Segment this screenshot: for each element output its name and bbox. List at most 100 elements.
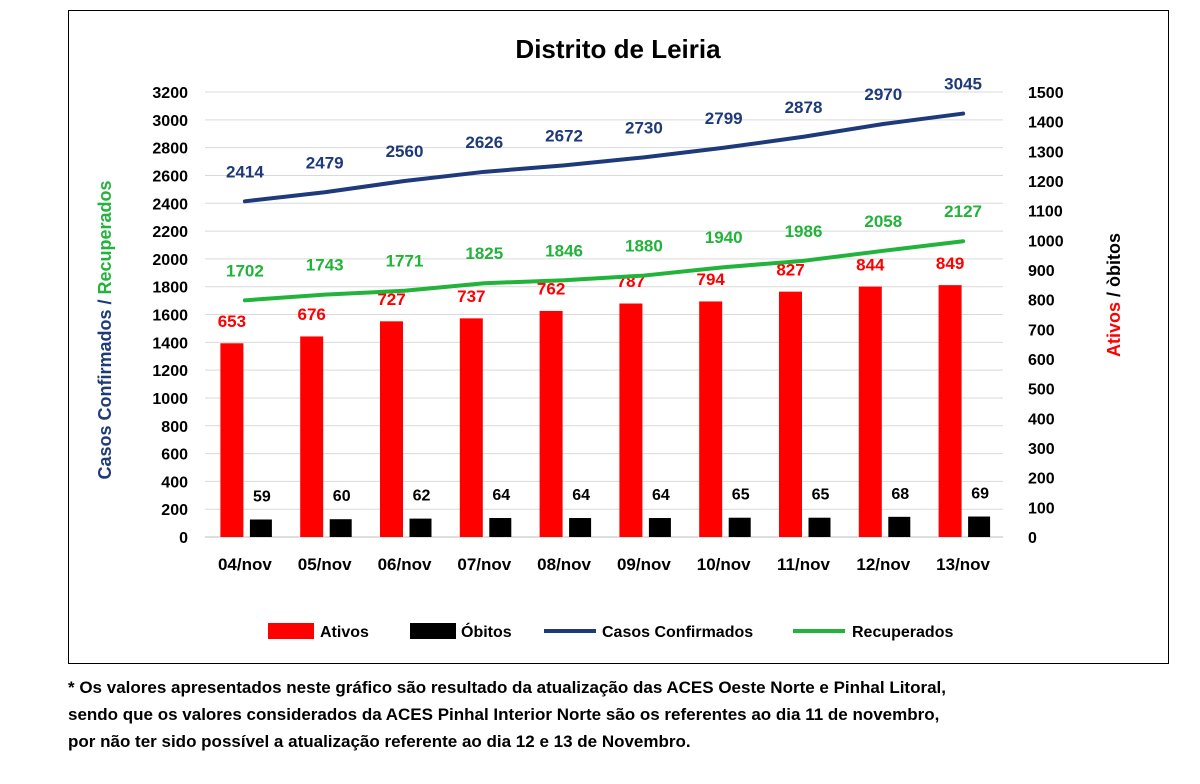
left-axis-tick-label: 2800 [152, 141, 188, 158]
bar-ativos [220, 343, 244, 537]
data-label-obitos: 65 [732, 487, 750, 504]
data-label-casos-confirmados: 2799 [705, 109, 743, 128]
data-label-ativos: 653 [218, 312, 246, 331]
data-label-ativos: 737 [457, 287, 485, 306]
data-label-obitos: 60 [333, 488, 351, 505]
right-axis-tick-label: 900 [1028, 263, 1055, 280]
right-axis-tick-label: 1500 [1028, 85, 1064, 102]
legend-label: Ativos [320, 624, 369, 641]
data-label-casos-confirmados: 2479 [306, 153, 344, 172]
bar-obitos [808, 517, 831, 537]
data-label-casos-confirmados: 2414 [226, 162, 264, 181]
left-axis-tick-label: 1200 [152, 363, 188, 380]
data-label-obitos: 62 [413, 488, 431, 505]
line-recuperados [242, 239, 966, 303]
footnote-line-3: por não ter sido possível a atualização … [68, 732, 691, 751]
data-label-recuperados: 1846 [545, 241, 583, 260]
data-label-recuperados: 1825 [465, 244, 503, 263]
left-axis-tick-label: 2400 [152, 196, 188, 213]
bar-ativos [619, 303, 643, 537]
left-axis-tick-label: 3000 [152, 113, 188, 130]
legend-swatch [410, 623, 456, 639]
left-axis-tick-label: 600 [161, 447, 188, 464]
left-axis-tick-label: 2600 [152, 168, 188, 185]
data-label-casos-confirmados: 2970 [864, 85, 902, 104]
footnote-line-2: sendo que os valores considerados da ACE… [68, 705, 940, 724]
x-tick-label: 09/nov [617, 555, 671, 574]
right-axis-tick-label: 100 [1028, 500, 1055, 517]
bar-ativos [938, 285, 962, 537]
data-label-recuperados: 1986 [785, 222, 823, 241]
bar-ativos [699, 301, 723, 537]
right-axis-tick-label: 1400 [1028, 115, 1064, 132]
right-axis-title-part1: Ativos [1104, 297, 1124, 357]
data-label-obitos: 68 [891, 486, 909, 503]
left-axis-tick-label: 1000 [152, 391, 188, 408]
bar-ativos [380, 321, 403, 537]
left-axis-tick-label: 2000 [152, 252, 188, 269]
right-axis-title: Ativos / òbitos [1104, 233, 1124, 357]
bar-obitos [648, 518, 671, 537]
data-label-obitos: 64 [572, 487, 590, 504]
left-axis-tick-label: 1600 [152, 308, 188, 325]
left-axis-tick-label: 1800 [152, 280, 188, 297]
data-label-obitos: 64 [492, 487, 510, 504]
x-tick-label: 11/nov [777, 555, 830, 574]
line-casos-confirmados [242, 111, 966, 204]
data-label-recuperados: 1940 [705, 228, 743, 247]
data-label-ativos: 844 [856, 255, 885, 274]
chart: 0200400600800100012001400160018002000220… [95, 34, 1124, 641]
data-label-recuperados: 1880 [625, 237, 663, 256]
left-axis-tick-label: 0 [179, 530, 188, 547]
left-axis-tick-label: 800 [161, 419, 188, 436]
data-label-ativos: 762 [537, 280, 565, 299]
bar-obitos [329, 519, 352, 537]
right-axis-tick-label: 1300 [1028, 144, 1064, 161]
left-axis-tick-label: 200 [161, 502, 188, 519]
bar-ativos [858, 286, 882, 537]
data-label-recuperados: 2058 [864, 212, 902, 231]
x-tick-label: 10/nov [697, 555, 751, 574]
data-label-casos-confirmados: 3045 [944, 75, 982, 94]
bar-obitos [968, 516, 991, 537]
bar-obitos [888, 516, 911, 537]
bar-ativos [539, 310, 563, 537]
x-tick-label: 05/nov [298, 555, 352, 574]
chart-title: Distrito de Leiria [515, 34, 721, 64]
right-axis-tick-label: 0 [1028, 530, 1037, 547]
footnote: * Os valores apresentados neste gráfico … [68, 674, 1188, 755]
left-axis-tick-label: 2200 [152, 224, 188, 241]
x-tick-label: 06/nov [378, 555, 432, 574]
bar-ativos [459, 318, 483, 537]
right-axis-tick-label: 300 [1028, 441, 1055, 458]
data-label-ativos: 794 [697, 270, 726, 289]
data-label-recuperados: 1743 [306, 256, 344, 275]
data-label-obitos: 64 [652, 487, 670, 504]
data-label-casos-confirmados: 2560 [386, 142, 424, 161]
data-label-obitos: 65 [812, 487, 830, 504]
bar-obitos [249, 519, 272, 537]
left-axis-title: Casos Confirmados / Recuperados [95, 180, 115, 479]
data-label-casos-confirmados: 2878 [785, 98, 823, 117]
x-tick-label: 08/nov [537, 555, 591, 574]
bar-obitos [489, 518, 512, 537]
right-axis-tick-label: 400 [1028, 411, 1055, 428]
data-label-ativos: 827 [776, 260, 804, 279]
left-axis-title-part1: Casos Confirmados / [95, 295, 115, 480]
right-axis-tick-label: 600 [1028, 352, 1055, 369]
right-axis-tick-label: 1100 [1028, 204, 1063, 221]
x-tick-label: 13/nov [936, 555, 990, 574]
left-axis-tick-label: 1400 [152, 335, 188, 352]
right-axis-tick-label: 200 [1028, 471, 1055, 488]
data-label-obitos: 59 [253, 488, 271, 505]
right-axis-tick-label: 800 [1028, 293, 1055, 310]
data-label-ativos: 727 [377, 290, 405, 309]
bar-obitos [728, 517, 751, 537]
footnote-line-1: * Os valores apresentados neste gráfico … [68, 678, 946, 697]
data-label-recuperados: 1702 [226, 261, 264, 280]
legend-label: Recuperados [852, 624, 953, 641]
right-axis-tick-label: 500 [1028, 382, 1055, 399]
bar-ativos [779, 291, 802, 537]
data-label-casos-confirmados: 2730 [625, 118, 663, 137]
x-tick-label: 04/nov [218, 555, 272, 574]
